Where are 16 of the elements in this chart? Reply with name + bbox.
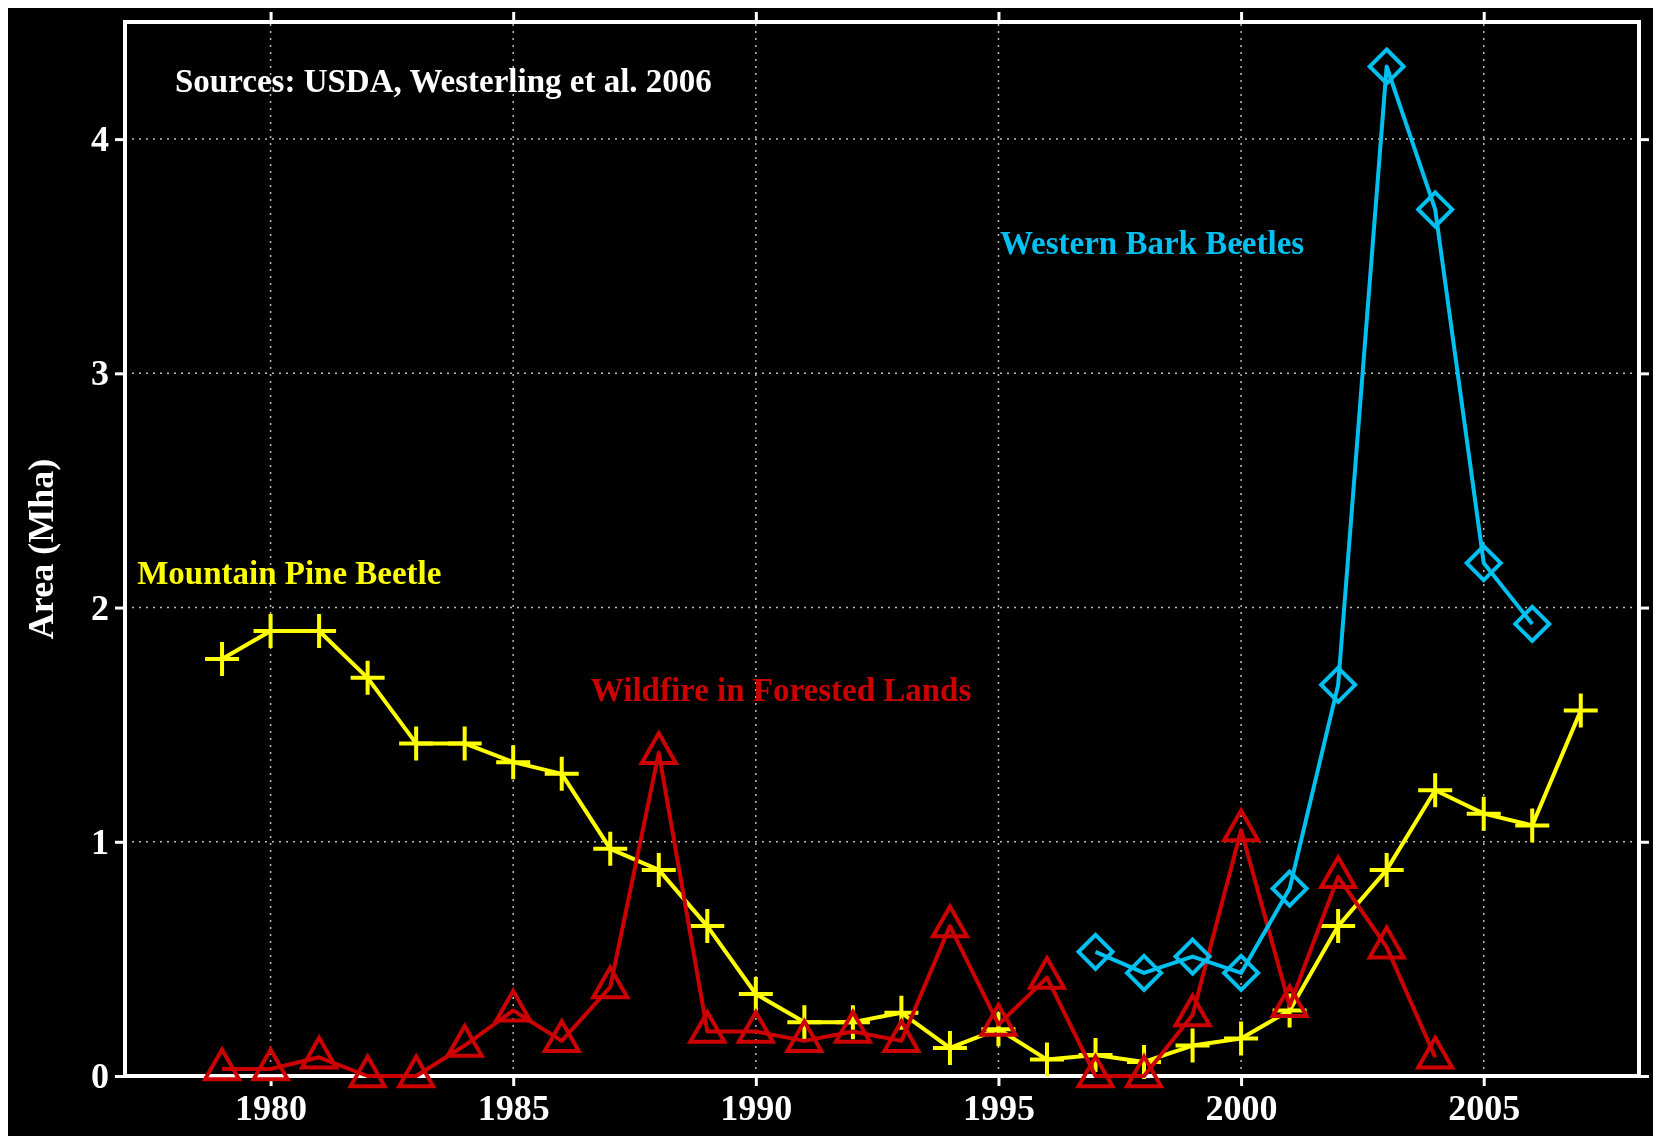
x-tick-label: 1990 (720, 1087, 793, 1128)
annotation: Sources: USDA, Westerling et al. 2006 (175, 63, 712, 99)
x-tick-label: 2005 (1448, 1087, 1521, 1128)
series-label: Mountain Pine Beetle (137, 555, 442, 592)
x-tick-label: 2000 (1205, 1087, 1278, 1128)
y-tick-label: 3 (91, 353, 109, 394)
x-tick-label: 1980 (235, 1087, 308, 1128)
y-axis-title: Area (Mha) (21, 458, 61, 640)
text: Western Bark Beetles (999, 224, 1305, 261)
y-tick-label: 1 (91, 821, 109, 862)
y-tick-label: 0 (91, 1056, 109, 1097)
text: Wildfire in Forested Lands (590, 672, 972, 709)
x-tick-label: 1985 (477, 1087, 550, 1128)
y-tick-label: 2 (91, 587, 109, 628)
y-tick-label: 4 (91, 119, 109, 160)
x-tick-label: 1995 (962, 1087, 1035, 1128)
